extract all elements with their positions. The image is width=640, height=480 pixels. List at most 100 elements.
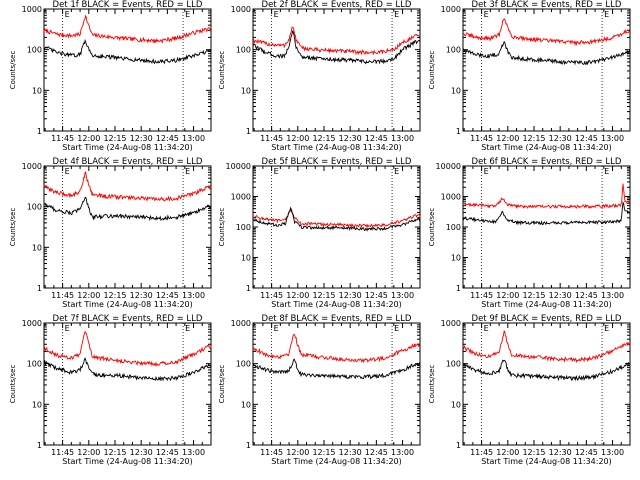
x-tick-label: 12:30 (130, 134, 153, 143)
x-tick-label: 12:30 (549, 134, 572, 143)
plot-frame (43, 165, 212, 289)
x-axis-label: Start Time (24-Aug-08 11:34:20) (481, 457, 612, 466)
y-tick-label: 10 (241, 86, 251, 95)
events-series-line (252, 30, 421, 65)
event-marker-label: E (484, 324, 489, 333)
y-tick-label: 10 (241, 400, 251, 409)
y-tick-label: 10 (32, 86, 42, 95)
y-tick-label: 100 (236, 223, 251, 232)
y-tick-label: 100 (446, 360, 461, 369)
y-tick-label: 1 (37, 284, 42, 293)
event-marker-label: E (484, 167, 489, 176)
x-tick-label: 12:30 (130, 448, 153, 457)
events-series-line (43, 197, 212, 222)
event-marker-label: E (185, 324, 190, 333)
event-marker-label: E (604, 324, 609, 333)
y-tick-label: 1000 (441, 193, 461, 202)
events-series-line (462, 359, 631, 382)
y-tick-label: 100 (446, 46, 461, 55)
x-tick-label: 13:00 (391, 448, 414, 457)
x-tick-label: 13:00 (182, 291, 205, 300)
plot-frame (252, 8, 421, 132)
y-tick-label: 100 (27, 46, 42, 55)
plot-frame (462, 165, 631, 289)
panel-title: Det 6f BLACK = Events, RED = LLD (472, 157, 622, 167)
y-tick-label: 10000 (436, 162, 461, 171)
x-axis-label: Start Time (24-Aug-08 11:34:20) (271, 300, 402, 309)
x-axis-label: Start Time (24-Aug-08 11:34:20) (271, 457, 402, 466)
y-tick-label: 1 (37, 127, 42, 136)
y-tick-label: 10 (32, 243, 42, 252)
event-marker-label: E (394, 324, 399, 333)
y-tick-label: 1000 (22, 319, 42, 328)
x-tick-label: 12:15 (522, 291, 545, 300)
x-tick-label: 12:00 (77, 134, 100, 143)
y-tick-label: 10 (451, 400, 461, 409)
lld-series-line (462, 18, 631, 47)
x-tick-label: 12:15 (312, 291, 335, 300)
y-tick-label: 10 (451, 86, 461, 95)
events-series-line (43, 38, 212, 65)
panel-title: Det 3f BLACK = Events, RED = LLD (472, 0, 622, 10)
event-marker-label: E (65, 10, 70, 19)
x-tick-label: 11:45 (470, 134, 493, 143)
panel-title: Det 9f BLACK = Events, RED = LLD (472, 314, 622, 324)
y-tick-label: 1000 (441, 319, 461, 328)
y-tick-label: 1000 (231, 5, 251, 14)
panel-title: Det 2f BLACK = Events, RED = LLD (262, 0, 412, 10)
x-tick-label: 12:30 (549, 448, 572, 457)
events-series-line (462, 200, 631, 226)
x-axis-label: Start Time (24-Aug-08 11:34:20) (62, 300, 193, 309)
panel-title: Det 1f BLACK = Events, RED = LLD (53, 0, 203, 10)
lld-series-line (43, 330, 212, 367)
y-tick-label: 10 (451, 254, 461, 263)
panel-title: Det 8f BLACK = Events, RED = LLD (262, 314, 412, 324)
y-axis-label: Counts/sec (428, 365, 436, 404)
y-tick-label: 1 (246, 441, 251, 450)
y-tick-label: 1 (456, 127, 461, 136)
x-tick-label: 11:45 (260, 134, 283, 143)
x-tick-label: 12:15 (103, 291, 126, 300)
panel-title: Det 7f BLACK = Events, RED = LLD (53, 314, 203, 324)
x-tick-label: 13:00 (601, 448, 624, 457)
panel-title: Det 4f BLACK = Events, RED = LLD (53, 157, 203, 167)
x-tick-label: 12:00 (496, 134, 519, 143)
event-marker-label: E (604, 167, 609, 176)
x-axis-label: Start Time (24-Aug-08 11:34:20) (481, 300, 612, 309)
events-series-line (462, 41, 631, 66)
plot-frame (43, 8, 212, 132)
x-axis-label: Start Time (24-Aug-08 11:34:20) (62, 143, 193, 152)
x-tick-label: 13:00 (182, 134, 205, 143)
y-axis-label: Counts/sec (9, 365, 17, 404)
x-tick-label: 13:00 (391, 134, 414, 143)
y-tick-label: 1 (456, 284, 461, 293)
events-series-line (252, 206, 421, 232)
event-marker-label: E (274, 324, 279, 333)
y-axis-label: Counts/sec (9, 51, 17, 90)
x-tick-label: 12:30 (130, 291, 153, 300)
y-axis-label: Counts/sec (218, 51, 226, 90)
x-tick-label: 12:00 (77, 291, 100, 300)
x-tick-label: 12:30 (339, 134, 362, 143)
x-tick-label: 12:45 (156, 134, 179, 143)
events-series-line (252, 358, 421, 380)
x-tick-label: 12:45 (365, 291, 388, 300)
event-marker-label: E (394, 167, 399, 176)
y-tick-label: 1000 (231, 319, 251, 328)
x-tick-label: 12:45 (575, 134, 598, 143)
event-marker-label: E (185, 10, 190, 19)
x-tick-label: 12:30 (339, 291, 362, 300)
x-tick-label: 12:45 (365, 134, 388, 143)
y-tick-label: 1 (246, 284, 251, 293)
x-axis-label: Start Time (24-Aug-08 11:34:20) (271, 143, 402, 152)
lld-series-line (43, 14, 212, 44)
y-tick-label: 1 (456, 441, 461, 450)
y-axis-label: Counts/sec (428, 208, 436, 247)
x-tick-label: 11:45 (51, 291, 74, 300)
